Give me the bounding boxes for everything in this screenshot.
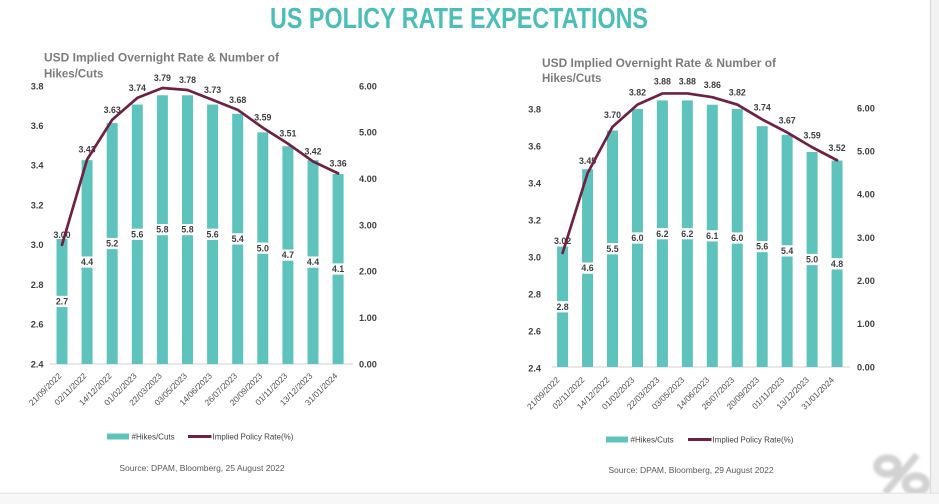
svg-text:3.00: 3.00 <box>359 220 377 230</box>
svg-text:4.7: 4.7 <box>282 250 294 260</box>
svg-text:6.00: 6.00 <box>359 81 377 91</box>
svg-text:3.74: 3.74 <box>754 102 771 112</box>
svg-text:1.00: 1.00 <box>359 313 377 323</box>
svg-text:5.00: 5.00 <box>857 146 875 156</box>
svg-text:3.67: 3.67 <box>779 115 796 125</box>
svg-text:USD Implied Overnight Rate & N: USD Implied Overnight Rate & Number of <box>44 53 279 65</box>
svg-text:2.00: 2.00 <box>857 276 875 286</box>
svg-text:3.59: 3.59 <box>254 113 271 123</box>
svg-text:5.0: 5.0 <box>806 255 818 265</box>
svg-text:6.0: 6.0 <box>631 233 643 243</box>
svg-text:3.02: 3.02 <box>554 236 571 246</box>
svg-text:4.00: 4.00 <box>857 190 875 200</box>
svg-text:1.00: 1.00 <box>857 319 875 329</box>
svg-text:2.6: 2.6 <box>528 326 541 336</box>
svg-text:3.73: 3.73 <box>204 85 221 95</box>
svg-text:3.2: 3.2 <box>31 200 44 210</box>
svg-text:3.6: 3.6 <box>528 141 541 151</box>
svg-text:3.63: 3.63 <box>104 105 121 115</box>
svg-text:0.00: 0.00 <box>359 359 377 369</box>
svg-text:5.8: 5.8 <box>156 225 168 235</box>
svg-text:5.00: 5.00 <box>359 128 377 138</box>
svg-text:3.82: 3.82 <box>629 88 646 98</box>
svg-text:3.70: 3.70 <box>604 110 621 120</box>
svg-text:3.88: 3.88 <box>654 76 671 86</box>
svg-text:4.6: 4.6 <box>581 263 593 273</box>
svg-text:3.52: 3.52 <box>828 143 845 153</box>
svg-text:2.8: 2.8 <box>556 302 568 312</box>
svg-text:3.8: 3.8 <box>31 81 44 91</box>
svg-text:3.0: 3.0 <box>31 240 44 250</box>
svg-text:3.4: 3.4 <box>31 161 45 171</box>
svg-text:6.2: 6.2 <box>681 229 693 239</box>
svg-text:Hikes/Cuts: Hikes/Cuts <box>542 73 601 85</box>
svg-text:3.43: 3.43 <box>79 144 96 154</box>
svg-text:3.45: 3.45 <box>579 156 596 166</box>
svg-text:3.86: 3.86 <box>704 80 721 90</box>
svg-text:2.00: 2.00 <box>359 267 377 277</box>
svg-text:3.6: 3.6 <box>31 121 44 131</box>
svg-text:6.1: 6.1 <box>706 231 718 241</box>
svg-text:5.4: 5.4 <box>232 234 244 244</box>
svg-text:3.82: 3.82 <box>729 88 746 98</box>
svg-text:Implied Policy Rate(%): Implied Policy Rate(%) <box>213 433 294 442</box>
svg-text:5.0: 5.0 <box>257 243 269 253</box>
svg-text:4.8: 4.8 <box>831 259 843 269</box>
svg-text:3.88: 3.88 <box>679 76 696 86</box>
svg-text:3.36: 3.36 <box>330 158 347 168</box>
svg-text:5.6: 5.6 <box>756 242 768 252</box>
svg-text:2.4: 2.4 <box>528 363 542 373</box>
svg-text:US POLICY RATE EXPECTATIONS: US POLICY RATE EXPECTATIONS <box>270 3 648 35</box>
svg-text:Hikes/Cuts: Hikes/Cuts <box>44 69 103 81</box>
svg-text:3.2: 3.2 <box>528 215 541 225</box>
svg-text:3.0: 3.0 <box>528 252 541 262</box>
svg-text:USD Implied Overnight Rate & N: USD Implied Overnight Rate & Number of <box>542 58 776 70</box>
svg-text:5.8: 5.8 <box>181 225 193 235</box>
svg-text:Implied Policy Rate(%): Implied Policy Rate(%) <box>713 436 794 445</box>
svg-text:6.0: 6.0 <box>731 233 743 243</box>
svg-text:4.1: 4.1 <box>332 264 344 274</box>
svg-text:4.4: 4.4 <box>307 257 319 267</box>
svg-text:4.00: 4.00 <box>359 174 377 184</box>
svg-text:3.78: 3.78 <box>179 75 196 85</box>
svg-text:4.4: 4.4 <box>81 257 93 267</box>
svg-text:#Hikes/Cuts: #Hikes/Cuts <box>631 436 674 445</box>
svg-text:3.42: 3.42 <box>304 146 321 156</box>
svg-text:0.00: 0.00 <box>857 362 875 372</box>
svg-text:2.6: 2.6 <box>31 320 44 330</box>
svg-text:5.6: 5.6 <box>206 229 218 239</box>
svg-text:3.79: 3.79 <box>154 73 171 83</box>
svg-text:5.6: 5.6 <box>131 229 143 239</box>
svg-text:3.68: 3.68 <box>229 95 246 105</box>
svg-text:3.00: 3.00 <box>53 230 70 240</box>
svg-text:6.00: 6.00 <box>857 103 875 113</box>
svg-text:3.8: 3.8 <box>528 104 541 114</box>
svg-text:#Hikes/Cuts: #Hikes/Cuts <box>132 433 175 442</box>
svg-text:2.7: 2.7 <box>56 297 68 307</box>
svg-text:5.2: 5.2 <box>106 239 118 249</box>
svg-text:5.4: 5.4 <box>781 246 793 256</box>
svg-text:3.74: 3.74 <box>129 83 146 93</box>
svg-text:3.59: 3.59 <box>804 130 821 140</box>
svg-text:5.5: 5.5 <box>606 244 618 254</box>
svg-text:Source: DPAM, Bloomberg, 29 Au: Source: DPAM, Bloomberg, 29 August 2022 <box>608 465 773 475</box>
svg-text:3.51: 3.51 <box>279 129 296 139</box>
svg-text:3.4: 3.4 <box>528 178 542 188</box>
svg-text:6.2: 6.2 <box>656 229 668 239</box>
svg-text:2.4: 2.4 <box>31 359 45 369</box>
svg-text:2.8: 2.8 <box>31 280 44 290</box>
svg-text:2.8: 2.8 <box>528 289 541 299</box>
svg-text:3.00: 3.00 <box>857 233 875 243</box>
svg-text:Source: DPAM, Bloomberg, 25 Au: Source: DPAM, Bloomberg, 25 August 2022 <box>119 463 284 473</box>
